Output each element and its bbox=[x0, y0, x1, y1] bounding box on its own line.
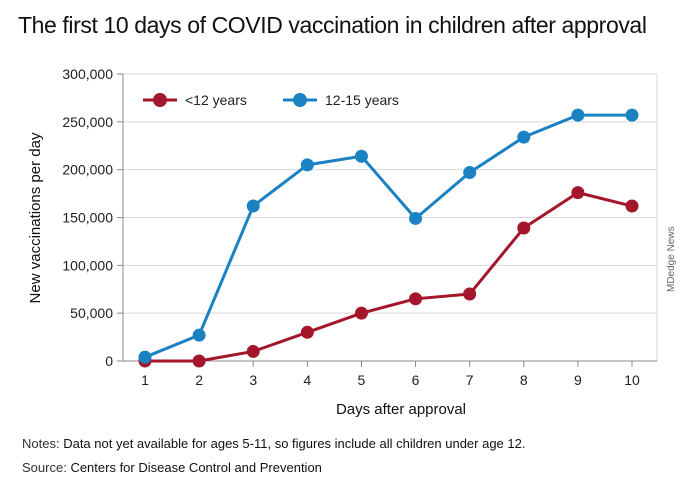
x-tick-label: 1 bbox=[141, 372, 149, 388]
x-tick-label: 3 bbox=[249, 372, 257, 388]
data-point bbox=[300, 158, 314, 172]
x-tick-label: 6 bbox=[412, 372, 420, 388]
legend-swatch-marker bbox=[153, 93, 167, 107]
y-tick-label: 50,000 bbox=[70, 305, 113, 321]
data-point bbox=[409, 211, 423, 225]
data-point bbox=[300, 325, 314, 339]
data-point bbox=[463, 287, 477, 301]
data-point bbox=[517, 130, 531, 144]
series-2 bbox=[138, 108, 639, 364]
notes: Notes: Data not yet available for ages 5… bbox=[22, 436, 525, 451]
y-axis-label: New vaccinations per day bbox=[27, 132, 44, 303]
data-point bbox=[246, 199, 260, 213]
y-tick-label: 100,000 bbox=[62, 257, 113, 273]
data-point bbox=[192, 354, 206, 368]
data-point bbox=[409, 292, 423, 306]
data-point bbox=[517, 221, 531, 235]
legend: <12 years 12-15 years bbox=[143, 92, 399, 108]
axes bbox=[117, 73, 657, 367]
y-tick-label: 200,000 bbox=[62, 162, 113, 178]
notes-label: Notes: bbox=[22, 436, 60, 451]
y-tick-label: 150,000 bbox=[62, 210, 113, 226]
chart-title: The first 10 days of COVID vaccination i… bbox=[18, 12, 647, 38]
data-point bbox=[138, 350, 152, 364]
legend-swatch-marker bbox=[293, 93, 307, 107]
source-text: Centers for Disease Control and Preventi… bbox=[70, 460, 322, 475]
x-tick-labels: 1 2 3 4 5 6 7 8 9 10 bbox=[141, 372, 640, 388]
x-tick-label: 2 bbox=[195, 372, 203, 388]
legend-item-2: 12-15 years bbox=[283, 92, 399, 108]
source-label: Source: bbox=[22, 460, 67, 475]
y-tick-label: 300,000 bbox=[62, 66, 113, 82]
data-point bbox=[354, 149, 368, 163]
x-tick-label: 4 bbox=[303, 372, 311, 388]
data-point bbox=[625, 108, 639, 122]
legend-item-1: <12 years bbox=[143, 92, 247, 108]
data-point bbox=[354, 306, 368, 320]
series-line bbox=[145, 191, 633, 363]
x-tick-label: 10 bbox=[624, 372, 640, 388]
series-1 bbox=[138, 186, 639, 368]
data-point bbox=[192, 328, 206, 342]
x-axis-label: Days after approval bbox=[336, 401, 466, 418]
data-point bbox=[625, 199, 639, 213]
series-group bbox=[138, 108, 639, 368]
y-tick-label: 250,000 bbox=[62, 114, 113, 130]
x-tick-label: 5 bbox=[358, 372, 366, 388]
grid-lines bbox=[123, 73, 658, 361]
credit-text: MDedge News bbox=[666, 226, 677, 292]
x-tick-label: 8 bbox=[520, 372, 528, 388]
line-chart: 0 50,000 100,000 150,000 200,000 250,000 300,0… bbox=[27, 66, 658, 418]
y-tick-labels: 0 50,000 100,000 150,000 200,000 250,000 300,0… bbox=[62, 66, 113, 369]
data-point bbox=[463, 166, 477, 180]
notes-text: Data not yet available for ages 5-11, so… bbox=[63, 436, 526, 451]
legend-label: <12 years bbox=[185, 92, 247, 108]
data-point bbox=[571, 108, 585, 122]
data-point bbox=[246, 344, 260, 358]
data-point bbox=[571, 186, 585, 200]
y-tick-label: 0 bbox=[105, 353, 113, 369]
series-line bbox=[144, 113, 632, 359]
legend-label: 12-15 years bbox=[325, 92, 399, 108]
x-tick-label: 7 bbox=[466, 372, 474, 388]
x-tick-label: 9 bbox=[574, 372, 582, 388]
source: Source: Centers for Disease Control and … bbox=[22, 460, 322, 475]
